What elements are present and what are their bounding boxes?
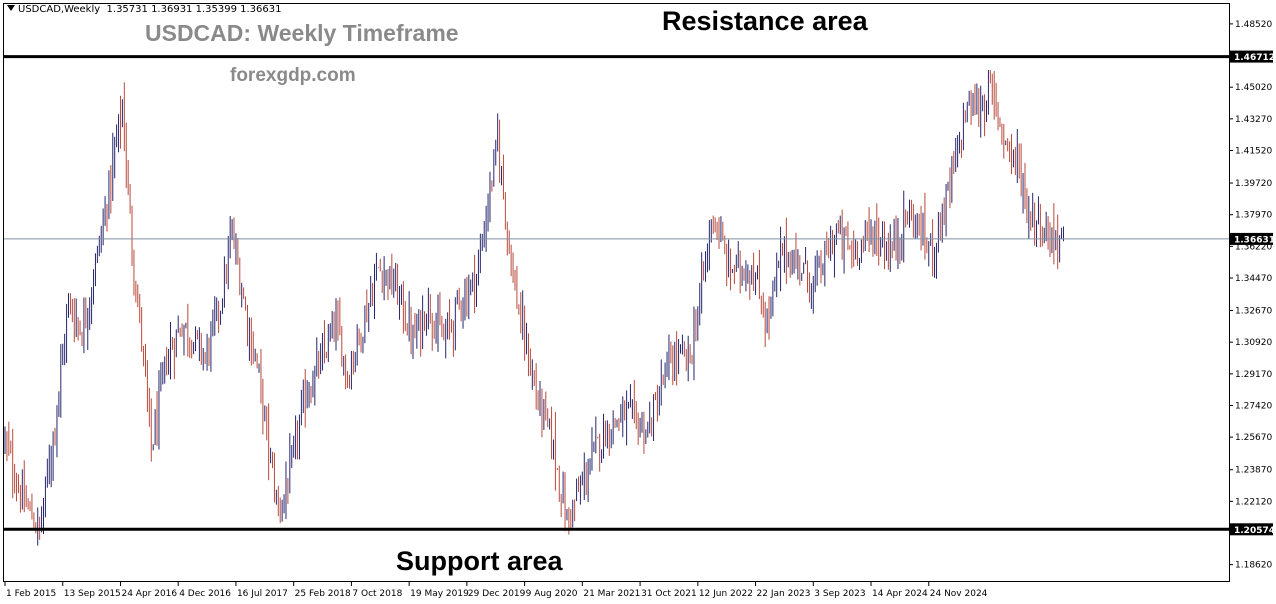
x-tick-label: 12 Jun 2022 bbox=[699, 589, 753, 599]
x-tick-label: 19 May 2019 bbox=[410, 589, 469, 599]
x-tick-label: 3 Sep 2023 bbox=[814, 589, 865, 599]
y-tick-label: 1.48520 bbox=[1235, 20, 1272, 30]
y-tick-label: 1.37970 bbox=[1235, 211, 1272, 221]
price-tags: 1.46712 1.20574 1.36631 bbox=[1230, 50, 1275, 536]
support-price-tag: 1.20574 bbox=[1234, 526, 1275, 536]
y-tick-label: 1.39720 bbox=[1235, 179, 1272, 189]
current-price-tag: 1.36631 bbox=[1234, 235, 1275, 245]
ohlc-values: 1.35731 1.36931 1.35399 1.36631 bbox=[106, 4, 282, 15]
x-tick-label: 9 Aug 2020 bbox=[526, 589, 578, 599]
time-axis: 1 Feb 2015 13 Sep 2015 24 Apr 2016 4 Dec 20… bbox=[4, 582, 988, 599]
y-tick-label: 1.45020 bbox=[1235, 83, 1272, 93]
symbol-info: USDCAD,Weekly 1.35731 1.36931 1.35399 1.… bbox=[7, 4, 281, 15]
resistance-price-tag-bg bbox=[1230, 50, 1273, 63]
x-tick-label: 7 Oct 2018 bbox=[352, 589, 402, 599]
support-label: Support area bbox=[396, 546, 563, 576]
watermark: forexgdp.com bbox=[230, 65, 356, 86]
x-tick-label: 14 Apr 2024 bbox=[872, 589, 928, 599]
x-tick-label: 31 Oct 2021 bbox=[641, 589, 697, 599]
x-tick-label: 24 Nov 2024 bbox=[930, 589, 988, 599]
y-tick-label: 1.43270 bbox=[1235, 115, 1272, 125]
x-tick-label: 25 Feb 2018 bbox=[295, 589, 351, 599]
resistance-label: Resistance area bbox=[662, 6, 868, 36]
x-tick-label: 16 Jul 2017 bbox=[237, 589, 288, 599]
x-tick-label: 4 Dec 2016 bbox=[179, 589, 231, 599]
x-tick-label: 21 Mar 2021 bbox=[583, 589, 640, 599]
x-tick-label: 24 Apr 2016 bbox=[121, 589, 177, 599]
x-tick-label: 22 Jan 2023 bbox=[757, 589, 811, 599]
y-tick-label: 1.34470 bbox=[1235, 274, 1272, 284]
y-tick-label: 1.36220 bbox=[1235, 242, 1272, 252]
resistance-price-tag: 1.46712 bbox=[1234, 53, 1275, 63]
symbol-name: USDCAD,Weekly bbox=[18, 4, 101, 15]
x-tick-label: 29 Dec 2019 bbox=[468, 589, 526, 599]
x-tick-label: 13 Sep 2015 bbox=[64, 589, 121, 599]
y-tick-label: 1.29170 bbox=[1235, 370, 1272, 380]
y-tick-label: 1.41520 bbox=[1235, 146, 1272, 156]
x-tick-label: 1 Feb 2015 bbox=[6, 589, 56, 599]
ohlc-bars bbox=[4, 70, 1064, 546]
y-tick-label: 1.27420 bbox=[1235, 401, 1272, 411]
y-tick-label: 1.32670 bbox=[1235, 307, 1272, 317]
y-tick-label: 1.23870 bbox=[1235, 466, 1272, 476]
y-tick-label: 1.25670 bbox=[1235, 433, 1272, 443]
y-tick-label: 1.22120 bbox=[1235, 497, 1272, 507]
current-price-tag-bg bbox=[1230, 232, 1273, 245]
price-axis: 1.48520 1.45020 1.43270 1.41520 1.39720 1.379… bbox=[1229, 20, 1272, 571]
plot-frame bbox=[3, 3, 1230, 582]
chart-title: USDCAD: Weekly Timeframe bbox=[145, 20, 459, 46]
symbol-dropdown-icon[interactable] bbox=[7, 5, 15, 11]
y-tick-label: 1.30920 bbox=[1235, 338, 1272, 348]
y-tick-label: 1.18620 bbox=[1235, 561, 1272, 571]
support-price-tag-bg bbox=[1230, 523, 1273, 536]
